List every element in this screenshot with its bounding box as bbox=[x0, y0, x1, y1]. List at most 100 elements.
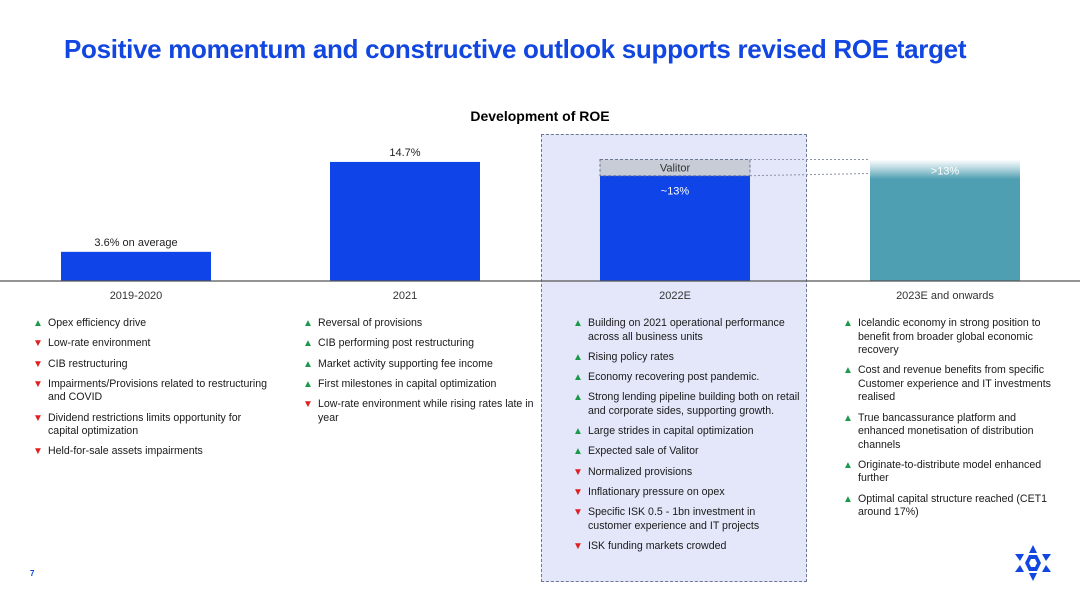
driver-item: ▲ First milestones in capital optimizatio… bbox=[303, 378, 543, 392]
driver-text: Market activity supporting fee income bbox=[318, 357, 493, 370]
driver-item: ▲ Opex efficiency drive bbox=[33, 317, 273, 331]
driver-item: ▼ Impairments/Provisions related to restr… bbox=[33, 378, 273, 405]
driver-item: ▼ Specific ISK 0.5 - 1bn investment in cu… bbox=[573, 506, 801, 533]
chart-title: Development of ROE bbox=[470, 108, 610, 124]
page-title: Positive momentum and constructive outlo… bbox=[64, 34, 967, 64]
driver-item: ▲ Economy recovering post pandemic. bbox=[573, 371, 801, 385]
bar-2019-2020 bbox=[61, 251, 211, 281]
down-triangle-icon: ▼ bbox=[573, 466, 583, 478]
segment-label-valitor: Valitor bbox=[660, 163, 691, 175]
driver-text: Expected sale of Valitor bbox=[588, 445, 699, 458]
category-label-2019-2020: 2019-2020 bbox=[110, 290, 163, 302]
connector-line-bottom bbox=[749, 173, 871, 177]
driver-text: Strong lending pipeline building both on… bbox=[588, 391, 800, 417]
driver-text: Impairments/Provisions related to restru… bbox=[48, 377, 268, 404]
category-label-2022E: 2022E bbox=[659, 290, 691, 302]
driver-item: ▲ Originate-to-distribute model enhanced … bbox=[843, 459, 1065, 486]
up-triangle-icon: ▲ bbox=[843, 459, 853, 471]
driver-text: Normalized provisions bbox=[588, 465, 693, 478]
category-label-2021: 2021 bbox=[393, 290, 417, 302]
driver-text: Dividend restrictions limits opportunity… bbox=[48, 411, 242, 438]
driver-item: ▲ Expected sale of Valitor bbox=[573, 445, 801, 459]
value-label-2022E: ~13% bbox=[661, 186, 690, 198]
driver-item: ▲ Reversal of provisions bbox=[303, 317, 543, 331]
up-triangle-icon: ▲ bbox=[573, 351, 583, 363]
driver-item: ▲ Large strides in capital optimization bbox=[573, 425, 801, 439]
up-triangle-icon: ▲ bbox=[573, 372, 583, 384]
roe-bar-chart: 3.6% on average 2019-2020 14.7% 2021 ~13% 202… bbox=[0, 147, 1080, 302]
up-triangle-icon: ▲ bbox=[303, 318, 313, 329]
driver-text: Opex efficiency drive bbox=[48, 317, 147, 329]
up-triangle-icon: ▲ bbox=[843, 493, 853, 505]
down-triangle-icon: ▼ bbox=[573, 487, 583, 499]
driver-text: Held-for-sale assets impairments bbox=[48, 445, 203, 458]
driver-item: ▲ Building on 2021 operational performanc… bbox=[573, 317, 801, 344]
category-label-2023E and onwards: 2023E and onwards bbox=[896, 290, 994, 302]
up-triangle-icon: ▲ bbox=[573, 426, 583, 438]
up-triangle-icon: ▲ bbox=[843, 412, 853, 424]
driver-text: Economy recovering post pandemic. bbox=[588, 371, 760, 384]
driver-text: Inflationary pressure on opex bbox=[588, 486, 725, 499]
driver-item: ▲ Icelandic economy in strong position to… bbox=[843, 317, 1065, 358]
up-triangle-icon: ▲ bbox=[303, 358, 313, 370]
driver-text: CIB performing post restructuring bbox=[318, 337, 475, 350]
driver-text: Low-rate environment while rising rates … bbox=[318, 398, 534, 424]
driver-text: Large strides in capital optimization bbox=[588, 425, 754, 438]
driver-item: ▲ Optimal capital structure reached (CET1… bbox=[843, 493, 1065, 520]
driver-text: Optimal capital structure reached (CET1 … bbox=[858, 492, 1047, 519]
driver-text: First milestones in capital optimization bbox=[318, 377, 497, 390]
bar-2023e bbox=[870, 159, 1020, 281]
driver-item: ▼ CIB restructuring bbox=[33, 358, 273, 372]
driver-text: ISK funding markets crowded bbox=[588, 540, 727, 553]
driver-item: ▲ Strong lending pipeline building both o… bbox=[573, 391, 801, 418]
down-triangle-icon: ▼ bbox=[33, 378, 43, 390]
driver-text: Specific ISK 0.5 - 1bn investment in cus… bbox=[588, 506, 760, 532]
driver-text: Building on 2021 operational performance… bbox=[588, 317, 785, 343]
down-triangle-icon: ▼ bbox=[303, 399, 313, 411]
driver-item: ▼ ISK funding markets crowded bbox=[573, 540, 801, 554]
down-triangle-icon: ▼ bbox=[573, 507, 583, 519]
down-triangle-icon: ▼ bbox=[33, 338, 43, 350]
drivers-column-2022e: ▲ Building on 2021 operational performanc… bbox=[573, 317, 801, 560]
up-triangle-icon: ▲ bbox=[573, 392, 583, 404]
up-triangle-icon: ▲ bbox=[573, 446, 583, 458]
driver-item: ▲ Cost and revenue benefits from specific… bbox=[843, 364, 1065, 405]
down-triangle-icon: ▼ bbox=[33, 446, 43, 458]
value-label-2023E and onwards: >13% bbox=[931, 166, 960, 178]
value-label-2021: 14.7% bbox=[389, 147, 420, 159]
driver-item: ▼ Low-rate environment bbox=[33, 337, 273, 351]
driver-item: ▼ Low-rate environment while rising rates… bbox=[303, 398, 543, 425]
driver-item: ▼ Dividend restrictions limits opportunit… bbox=[33, 412, 273, 439]
up-triangle-icon: ▲ bbox=[573, 318, 583, 329]
drivers-column-2021: ▲ Reversal of provisions ▲ CIB performing p… bbox=[303, 317, 543, 432]
bar-segment-valitor bbox=[599, 159, 751, 177]
driver-text: Icelandic economy in strong position to … bbox=[858, 317, 1041, 356]
driver-text: True bancassurance platform and enhanced… bbox=[858, 411, 1034, 451]
up-triangle-icon: ▲ bbox=[843, 365, 853, 377]
driver-text: CIB restructuring bbox=[48, 357, 128, 370]
driver-item: ▼ Normalized provisions bbox=[573, 466, 801, 480]
driver-text: Rising policy rates bbox=[588, 350, 674, 363]
down-triangle-icon: ▼ bbox=[33, 412, 43, 424]
value-label-2019-2020: 3.6% on average bbox=[94, 237, 177, 249]
bar-2021 bbox=[330, 161, 480, 281]
bar-2022E bbox=[600, 175, 750, 281]
driver-item: ▼ Inflationary pressure on opex bbox=[573, 486, 801, 500]
down-triangle-icon: ▼ bbox=[33, 358, 43, 370]
driver-item: ▲ Rising policy rates bbox=[573, 351, 801, 365]
up-triangle-icon: ▲ bbox=[843, 318, 853, 329]
driver-text: Low-rate environment bbox=[48, 337, 151, 350]
up-triangle-icon: ▲ bbox=[33, 318, 43, 329]
down-triangle-icon: ▼ bbox=[573, 541, 583, 553]
driver-item: ▲ True bancassurance platform and enhance… bbox=[843, 412, 1065, 453]
driver-text: Cost and revenue benefits from specific … bbox=[858, 364, 1051, 404]
up-triangle-icon: ▲ bbox=[303, 338, 313, 350]
up-triangle-icon: ▲ bbox=[303, 378, 313, 390]
driver-text: Reversal of provisions bbox=[318, 317, 423, 329]
star-logo-icon bbox=[1015, 545, 1051, 581]
drivers-column-2023e: ▲ Icelandic economy in strong position to… bbox=[843, 317, 1065, 526]
drivers-column-2019-2020: ▲ Opex efficiency drive ▼ Low-rate environm… bbox=[33, 317, 273, 466]
driver-item: ▲ Market activity supporting fee income bbox=[303, 358, 543, 372]
driver-text: Originate-to-distribute model enhanced f… bbox=[858, 458, 1042, 485]
page-number: 7 bbox=[30, 569, 35, 578]
